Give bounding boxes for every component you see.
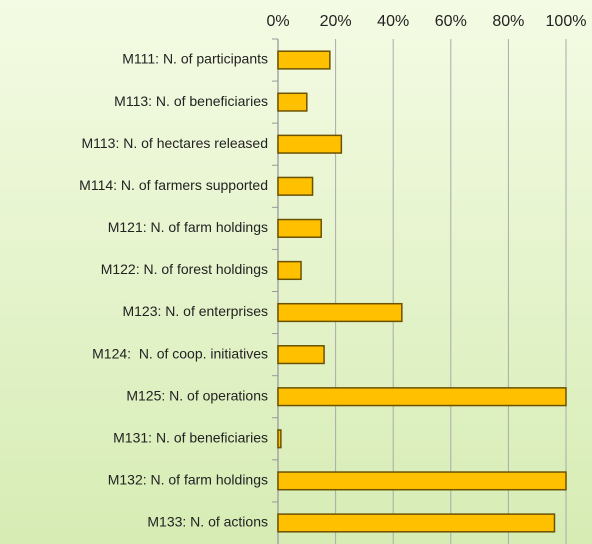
y-tick-label: M113: N. of hectares released: [81, 135, 268, 151]
x-tick-label: 0%: [266, 13, 289, 30]
bar: [277, 260, 302, 281]
x-tick-label: 60%: [435, 13, 467, 30]
bar: [277, 429, 282, 449]
y-tick-label: M133: N. of actions: [147, 514, 268, 530]
x-tick-label: 80%: [492, 13, 524, 30]
bar: [277, 345, 325, 365]
x-tick-label: 20%: [320, 13, 352, 30]
y-tick-label: M125: N. of operations: [126, 387, 268, 403]
y-tick-label: M114: N. of farmers supported: [79, 177, 268, 193]
bar: [277, 218, 322, 238]
y-tick-label: M124: N. of coop. initiatives: [92, 345, 268, 361]
bar: [277, 92, 308, 112]
y-tick-label: M113: N. of beneficiaries: [114, 93, 268, 109]
bar: [277, 513, 556, 533]
y-tick-label: M132: N. of farm holdings: [108, 472, 268, 488]
x-tick-label: 40%: [377, 13, 409, 30]
bar: [277, 471, 567, 491]
y-tick-label: M121: N. of farm holdings: [108, 219, 268, 235]
bar: [277, 134, 343, 154]
bar: [277, 387, 567, 407]
y-tick-label: M131: N. of beneficiaries: [113, 429, 268, 445]
y-tick-label: M122: N. of forest holdings: [101, 261, 268, 277]
bar: [277, 176, 314, 196]
y-tick-label: M123: N. of enterprises: [122, 303, 268, 319]
y-tick-label: M111: N. of participants: [122, 51, 268, 67]
x-tick-label: 100%: [546, 13, 587, 30]
bar: [277, 50, 331, 70]
bar: [277, 302, 403, 323]
